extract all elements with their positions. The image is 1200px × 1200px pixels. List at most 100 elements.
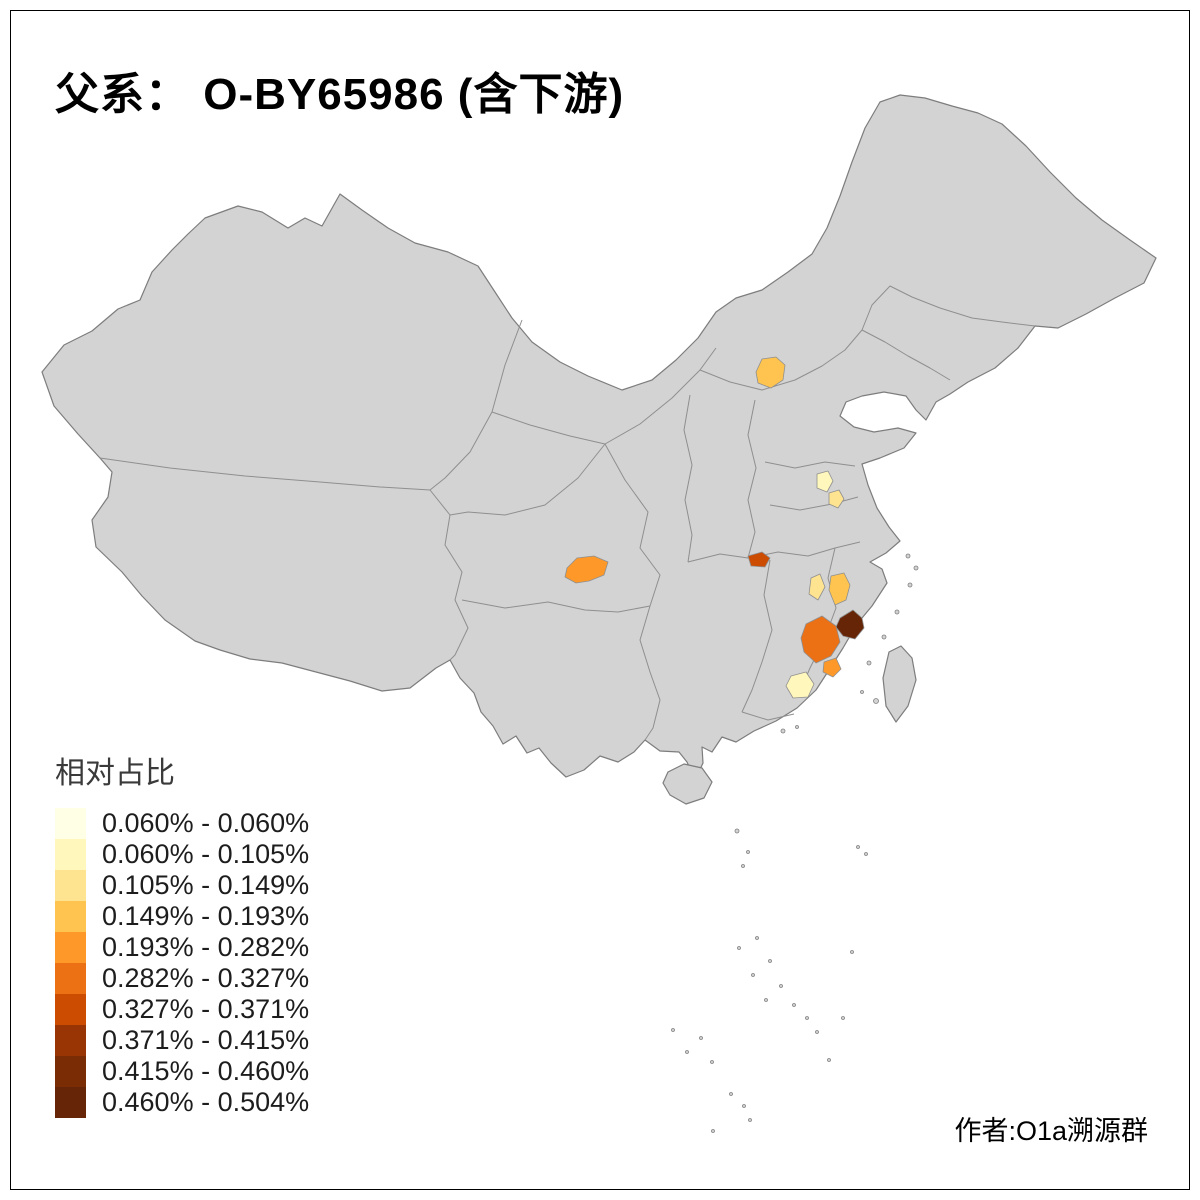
page-title: 父系： O-BY65986 (含下游) [55, 70, 625, 119]
hainan-island-shape [662, 763, 713, 805]
island-dot [856, 845, 860, 849]
legend-swatch [55, 808, 86, 839]
island-dot [751, 973, 755, 977]
island-dot [742, 1104, 746, 1108]
legend-row: 0.371% - 0.415% [55, 1025, 309, 1056]
island-dot [913, 565, 919, 571]
legend-row: 0.105% - 0.149% [55, 870, 309, 901]
province-border [449, 443, 606, 516]
province-border [461, 599, 651, 613]
island-dot [805, 1016, 809, 1020]
province-border [861, 329, 951, 381]
legend-swatch [55, 1056, 86, 1087]
island-dot [737, 946, 741, 950]
region-north-hebei [755, 356, 786, 389]
legend-swatch [55, 1087, 86, 1118]
region-sichuan-central [564, 555, 609, 584]
island-dot [866, 660, 872, 666]
island-dot [764, 998, 768, 1002]
author-credit: 作者:O1a溯源群 [954, 1116, 1148, 1146]
legend-row: 0.282% - 0.327% [55, 963, 309, 994]
region-anhui-north [816, 470, 834, 493]
province-borders [99, 285, 1036, 741]
legend-title: 相对占比 [55, 757, 175, 790]
legend-label: 0.105% - 0.149% [102, 870, 310, 900]
province-border [699, 329, 863, 391]
legend-row: 0.415% - 0.460% [55, 1056, 309, 1087]
province-border [99, 457, 431, 491]
island-dot [860, 690, 864, 694]
legend-row: 0.460% - 0.504% [55, 1087, 309, 1118]
legend-label: 0.327% - 0.371% [102, 994, 310, 1024]
province-border [429, 489, 469, 661]
island-dot [734, 828, 740, 834]
legend-row: 0.060% - 0.060% [55, 808, 309, 839]
island-dot [780, 728, 786, 734]
legend-swatch [55, 870, 86, 901]
island-dot [748, 1118, 752, 1122]
region-fujian-central [800, 615, 841, 664]
island-dot [873, 698, 879, 704]
island-dot [850, 950, 854, 954]
legend-label: 0.193% - 0.282% [102, 932, 310, 962]
region-fujian-northeast [835, 609, 865, 640]
legend-row: 0.193% - 0.282% [55, 932, 309, 963]
province-border [429, 319, 523, 491]
legend-label: 0.282% - 0.327% [102, 963, 310, 993]
island-dot [779, 984, 783, 988]
small-islands [671, 553, 919, 1133]
legend-swatch [55, 839, 86, 870]
legend-swatch [55, 994, 86, 1025]
region-fujian-south-coast [822, 657, 842, 678]
province-border [741, 559, 773, 713]
island-dot [841, 1016, 845, 1020]
highlighted-regions [564, 356, 865, 699]
island-dot [746, 850, 750, 854]
taiwan-island-shape [882, 645, 917, 723]
legend-label: 0.371% - 0.415% [102, 1025, 310, 1055]
island-dot [795, 725, 799, 729]
province-border [764, 461, 856, 469]
legend-swatch [55, 963, 86, 994]
island-dot [741, 864, 745, 868]
legend-label: 0.460% - 0.504% [102, 1087, 310, 1117]
province-border [769, 496, 859, 511]
island-dot [685, 1050, 689, 1054]
province-border [639, 605, 661, 741]
province-border [741, 711, 795, 721]
island-dot [792, 1003, 796, 1007]
region-hubei-central [747, 551, 771, 568]
legend-swatch [55, 1025, 86, 1056]
island-dot [815, 1030, 819, 1034]
island-dot [671, 1028, 675, 1032]
island-dot [768, 959, 772, 963]
island-dot [729, 1092, 733, 1096]
province-border [747, 399, 757, 559]
island-dot [827, 1058, 831, 1062]
island-dot [905, 553, 911, 559]
legend-label: 0.149% - 0.193% [102, 901, 310, 931]
legend-row: 0.060% - 0.105% [55, 839, 309, 870]
island-dot [907, 582, 913, 588]
island-dot [864, 852, 868, 856]
region-guangdong-east [785, 671, 815, 699]
island-dot [699, 1036, 703, 1040]
legend-label: 0.415% - 0.460% [102, 1056, 310, 1086]
island-dot [711, 1129, 715, 1133]
region-zhejiang-west [808, 573, 826, 601]
legend: 相对占比 0.060% - 0.060% 0.060% - 0.105% 0.1… [55, 748, 309, 1118]
legend-row: 0.327% - 0.371% [55, 994, 309, 1025]
legend-label: 0.060% - 0.105% [102, 839, 310, 869]
region-anhui-central [828, 489, 845, 509]
island-dot [755, 936, 759, 940]
legend-row: 0.149% - 0.193% [55, 901, 309, 932]
province-border [604, 443, 661, 607]
province-border [683, 394, 693, 563]
legend-label: 0.060% - 0.060% [102, 808, 310, 838]
legend-swatch [55, 901, 86, 932]
region-zhejiang-east [828, 572, 851, 606]
island-dot [894, 609, 900, 615]
island-dot [710, 1060, 714, 1064]
island-dot [881, 634, 887, 640]
